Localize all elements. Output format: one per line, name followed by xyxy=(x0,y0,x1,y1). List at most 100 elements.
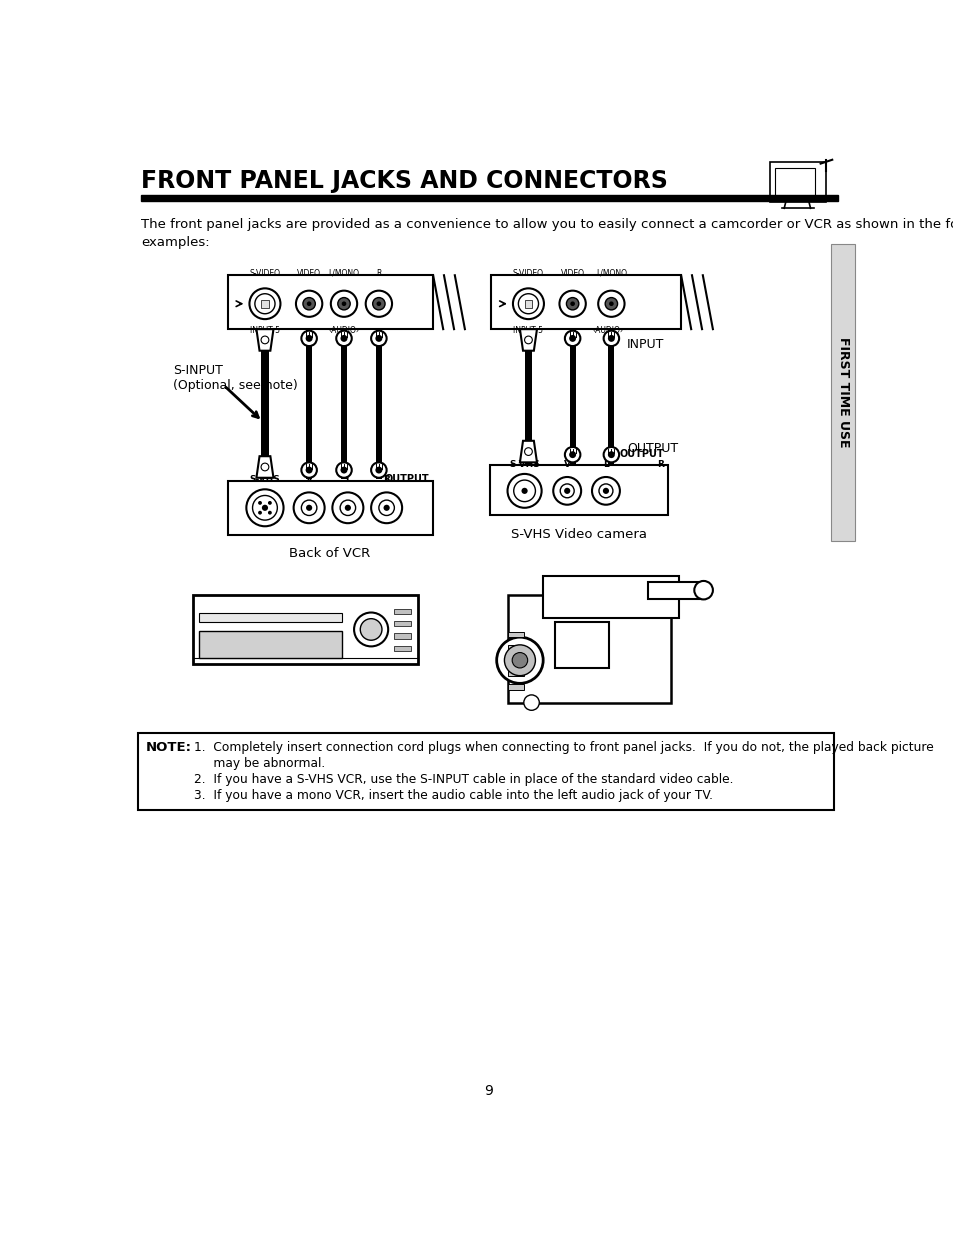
Bar xyxy=(508,671,523,677)
Bar xyxy=(830,245,855,541)
Bar xyxy=(394,621,411,626)
Circle shape xyxy=(261,505,268,511)
Bar xyxy=(491,275,680,330)
Circle shape xyxy=(258,501,262,505)
Bar xyxy=(508,632,523,637)
Bar xyxy=(555,621,608,668)
Circle shape xyxy=(373,298,385,310)
Circle shape xyxy=(558,290,585,317)
Polygon shape xyxy=(256,456,274,478)
Circle shape xyxy=(301,462,316,478)
Text: INPUT: INPUT xyxy=(626,338,663,351)
Bar xyxy=(569,330,575,464)
Bar xyxy=(508,645,523,651)
Circle shape xyxy=(598,290,624,317)
Circle shape xyxy=(603,447,618,462)
Circle shape xyxy=(569,451,576,458)
Bar xyxy=(340,330,347,479)
Bar xyxy=(394,609,411,614)
Circle shape xyxy=(331,290,356,317)
Text: R: R xyxy=(383,475,390,484)
Text: VIDEO: VIDEO xyxy=(296,268,321,278)
Circle shape xyxy=(504,645,535,676)
Bar xyxy=(141,195,838,200)
Circle shape xyxy=(268,511,272,515)
Circle shape xyxy=(340,467,347,473)
Bar xyxy=(394,646,411,651)
Text: 1.  Completely insert connection cord plugs when connecting to front panel jacks: 1. Completely insert connection cord plu… xyxy=(193,741,932,755)
Text: S-VHS: S-VHS xyxy=(509,459,539,468)
Circle shape xyxy=(360,619,381,640)
Circle shape xyxy=(268,501,272,505)
Circle shape xyxy=(566,298,578,310)
Circle shape xyxy=(607,451,615,458)
Circle shape xyxy=(249,288,280,319)
Text: L: L xyxy=(602,459,608,468)
Circle shape xyxy=(354,613,388,646)
Text: NOTE:: NOTE: xyxy=(146,741,192,755)
Bar xyxy=(137,734,833,810)
Text: S-VIDEO: S-VIDEO xyxy=(513,268,543,278)
Circle shape xyxy=(303,298,315,310)
Text: S-VHS: S-VHS xyxy=(250,475,280,484)
Circle shape xyxy=(306,505,312,511)
Text: R: R xyxy=(375,268,381,278)
Text: 3.  If you have a mono VCR, insert the audio cable into the left audio jack of y: 3. If you have a mono VCR, insert the au… xyxy=(193,789,712,802)
Text: OUTPUT: OUTPUT xyxy=(384,474,429,484)
Circle shape xyxy=(305,467,313,473)
Circle shape xyxy=(602,488,608,494)
Circle shape xyxy=(513,288,543,319)
Circle shape xyxy=(371,493,402,524)
Circle shape xyxy=(344,505,351,511)
Circle shape xyxy=(341,301,346,306)
Bar xyxy=(228,275,433,330)
Text: L: L xyxy=(345,475,351,484)
Bar xyxy=(608,330,614,464)
Circle shape xyxy=(592,477,619,505)
Polygon shape xyxy=(519,330,537,351)
Circle shape xyxy=(553,477,580,505)
Circle shape xyxy=(694,580,712,599)
Text: S-VIDEO: S-VIDEO xyxy=(249,268,280,278)
Circle shape xyxy=(512,652,527,668)
Circle shape xyxy=(294,493,324,524)
Circle shape xyxy=(523,695,538,710)
Circle shape xyxy=(607,335,615,342)
Circle shape xyxy=(497,637,542,683)
Text: 2.  If you have a S-VHS VCR, use the S-INPUT cable in place of the standard vide: 2. If you have a S-VHS VCR, use the S-IN… xyxy=(193,773,733,787)
Circle shape xyxy=(376,301,381,306)
Bar xyxy=(774,168,815,199)
Circle shape xyxy=(335,462,352,478)
Circle shape xyxy=(258,511,262,515)
Text: may be abnormal.: may be abnormal. xyxy=(193,757,325,769)
Text: L/MONO: L/MONO xyxy=(328,268,359,278)
Text: INPUT 5: INPUT 5 xyxy=(250,326,279,335)
Bar xyxy=(261,330,269,479)
Circle shape xyxy=(569,335,576,342)
Bar xyxy=(524,330,532,464)
Bar xyxy=(306,330,312,479)
Circle shape xyxy=(608,301,613,306)
Text: S-VHS Video camera: S-VHS Video camera xyxy=(510,527,646,541)
Bar xyxy=(394,634,411,638)
Bar xyxy=(508,684,523,689)
Circle shape xyxy=(375,335,382,342)
Circle shape xyxy=(305,335,313,342)
Circle shape xyxy=(365,290,392,317)
Bar xyxy=(199,613,342,621)
Text: The front panel jacks are provided as a convenience to allow you to easily conne: The front panel jacks are provided as a … xyxy=(141,217,953,248)
Text: ‹AUDIO›: ‹AUDIO› xyxy=(328,326,359,335)
Text: L/MONO: L/MONO xyxy=(596,268,626,278)
Circle shape xyxy=(603,331,618,346)
Polygon shape xyxy=(256,330,274,351)
Bar xyxy=(542,576,679,618)
Text: V: V xyxy=(305,475,313,484)
Bar xyxy=(524,300,532,308)
Bar xyxy=(199,631,342,658)
Circle shape xyxy=(246,489,283,526)
Circle shape xyxy=(521,488,527,494)
Bar xyxy=(228,480,433,535)
Circle shape xyxy=(507,474,541,508)
Text: OUTPUT: OUTPUT xyxy=(626,442,678,454)
Circle shape xyxy=(332,493,363,524)
